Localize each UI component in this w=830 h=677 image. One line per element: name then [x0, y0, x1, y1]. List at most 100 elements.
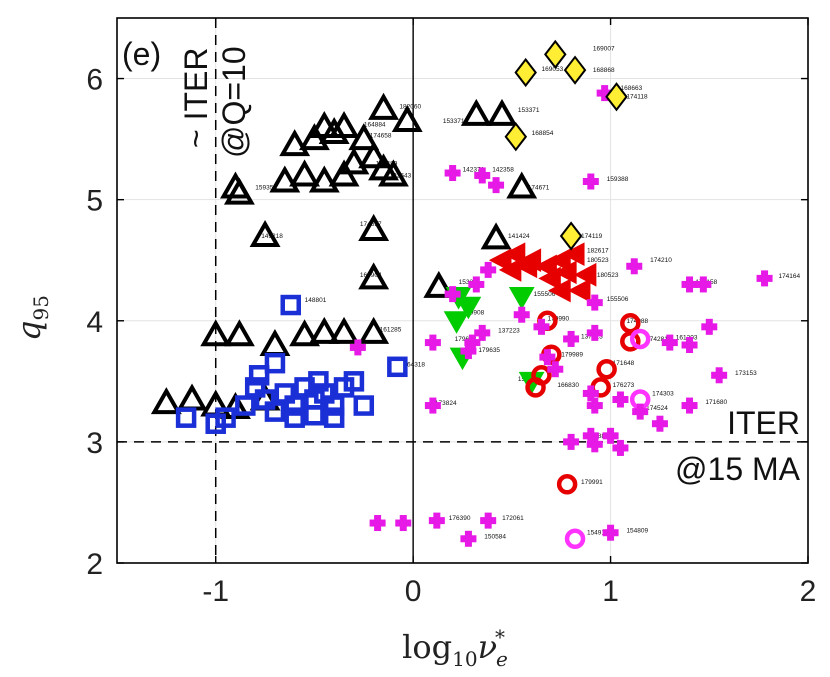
- shot-number-label: 179991: [581, 479, 603, 486]
- black-triangle-up-marker: [289, 319, 321, 347]
- shot-number-label: 174210: [650, 257, 672, 264]
- shot-number-label: 173824: [435, 400, 457, 407]
- black-triangle-up-marker: [220, 171, 251, 199]
- y-axis-title: q95: [10, 295, 53, 341]
- magenta-plus-marker-v: [374, 515, 382, 532]
- shot-number-label: 169007: [593, 45, 615, 52]
- shot-number-label: 174118: [626, 94, 648, 101]
- y-tick-label: 6: [86, 64, 103, 97]
- magenta-plus-marker-v: [399, 515, 407, 532]
- blue-square-marker: [215, 407, 236, 428]
- shot-number-label: 176273: [613, 382, 635, 389]
- blue-square-marker: [353, 395, 375, 416]
- blue-square-marker: [308, 371, 329, 392]
- black-triangle-up-marker: [289, 159, 321, 187]
- black-triangle-up-marker: [318, 117, 350, 145]
- blue-square-marker: [254, 389, 276, 410]
- shot-number-label: 171648: [613, 360, 635, 367]
- circle-marker: [525, 377, 546, 398]
- red-triangle-left-marker: [514, 254, 538, 279]
- black-triangle-up-marker: [249, 219, 281, 247]
- shot-number-label: 142371: [463, 166, 485, 173]
- magenta-plus-marker-v: [468, 334, 476, 351]
- y-ticks: 2 3 4 5 6: [86, 64, 808, 581]
- black-triangle-up-marker: [460, 98, 492, 126]
- black-triangle-up-marker: [328, 316, 360, 344]
- magenta-plus-marker-v: [567, 433, 575, 450]
- reference-lines: [117, 18, 808, 563]
- shot-number-label: 137223: [498, 327, 520, 334]
- x-tick-label: 2: [800, 575, 817, 608]
- magenta-plus-marker-v: [591, 397, 599, 414]
- red-triangle-left-marker: [567, 278, 591, 303]
- black-triangle-up-marker: [368, 92, 399, 120]
- blue-square-marker: [248, 365, 270, 386]
- black-triangle-up-marker: [308, 110, 340, 138]
- black-triangle-up-marker: [328, 110, 360, 138]
- blue-square-marker: [284, 407, 305, 428]
- magenta-plus-marker-v: [591, 324, 599, 341]
- blue-square-marker: [387, 356, 408, 378]
- magenta-plus-marker-v: [551, 361, 559, 378]
- vref-label-line1: ~ ITER: [178, 48, 214, 148]
- shot-number-label: 180523: [587, 257, 609, 264]
- yellow-diamond-marker: [514, 57, 537, 88]
- x-tick-label: 1: [602, 575, 619, 608]
- shot-number-label: 159388: [607, 176, 629, 183]
- black-triangle-up-marker: [176, 383, 208, 411]
- red-triangle-left-marker: [498, 258, 522, 282]
- circle-marker: [620, 331, 641, 352]
- shot-number-label: 173153: [735, 370, 757, 377]
- shot-number-label: 179989: [561, 352, 583, 359]
- magenta-plus-marker-v: [484, 512, 492, 529]
- blue-square-marker: [280, 294, 301, 316]
- blue-square-marker: [323, 407, 345, 428]
- y-tick-label: 3: [86, 427, 103, 460]
- magenta-plus-marker-v: [464, 530, 472, 547]
- magenta-plus-marker-v: [715, 367, 723, 384]
- data-markers: [150, 39, 773, 550]
- circle-marker: [556, 474, 578, 495]
- black-triangle-up-marker: [200, 319, 232, 347]
- yellow-diamond-marker: [504, 122, 528, 152]
- magenta-plus-marker-v: [591, 294, 599, 311]
- magenta-plus-marker-v: [630, 258, 638, 275]
- shot-number-label: 161285: [380, 326, 402, 333]
- circle-marker: [564, 528, 586, 550]
- magenta-plus-marker-v: [449, 165, 457, 182]
- shot-number-label: 176390: [449, 515, 471, 522]
- shot-number-label: 174164: [778, 273, 800, 280]
- panel-label: (e): [122, 36, 161, 72]
- black-triangle-up-marker: [259, 328, 291, 356]
- black-triangle-up-marker: [308, 165, 340, 193]
- magenta-plus-marker-v: [587, 427, 595, 444]
- shot-number-label: 148801: [305, 297, 327, 304]
- black-triangle-up-marker: [348, 123, 380, 151]
- vref-label-line2: @Q=10: [216, 46, 252, 158]
- magenta-plus-marker-v: [543, 349, 551, 366]
- magenta-plus-marker-v: [616, 391, 624, 408]
- y-tick-label: 4: [86, 306, 103, 339]
- magenta-plus-marker-v: [429, 397, 437, 414]
- magenta-plus-marker-v: [429, 334, 437, 351]
- blue-square-marker: [175, 407, 197, 428]
- magenta-plus-marker-v: [686, 397, 694, 414]
- green-triangle-down-marker: [455, 296, 482, 320]
- shot-number-label: 142358: [492, 166, 514, 173]
- magenta-plus-marker-v: [587, 173, 595, 190]
- magenta-plus-marker-v: [484, 261, 492, 278]
- shot-number-label: 179990: [547, 315, 569, 322]
- shot-number-label: 153371: [443, 118, 465, 125]
- shot-number-label: 164318: [403, 361, 425, 368]
- shot-number-label: 169053: [542, 66, 564, 73]
- x-tick-label: -1: [202, 575, 229, 608]
- magenta-plus-marker-v: [699, 276, 707, 293]
- shot-number-label: 168854: [532, 130, 554, 137]
- black-triangle-up-marker: [358, 262, 390, 290]
- shot-number-label: 154912: [587, 530, 609, 537]
- black-triangle-up-marker: [480, 222, 512, 250]
- magenta-plus-marker-v: [492, 177, 500, 194]
- x-ticks: -1 0 1 2: [202, 18, 816, 608]
- black-triangle-up-marker: [308, 316, 340, 344]
